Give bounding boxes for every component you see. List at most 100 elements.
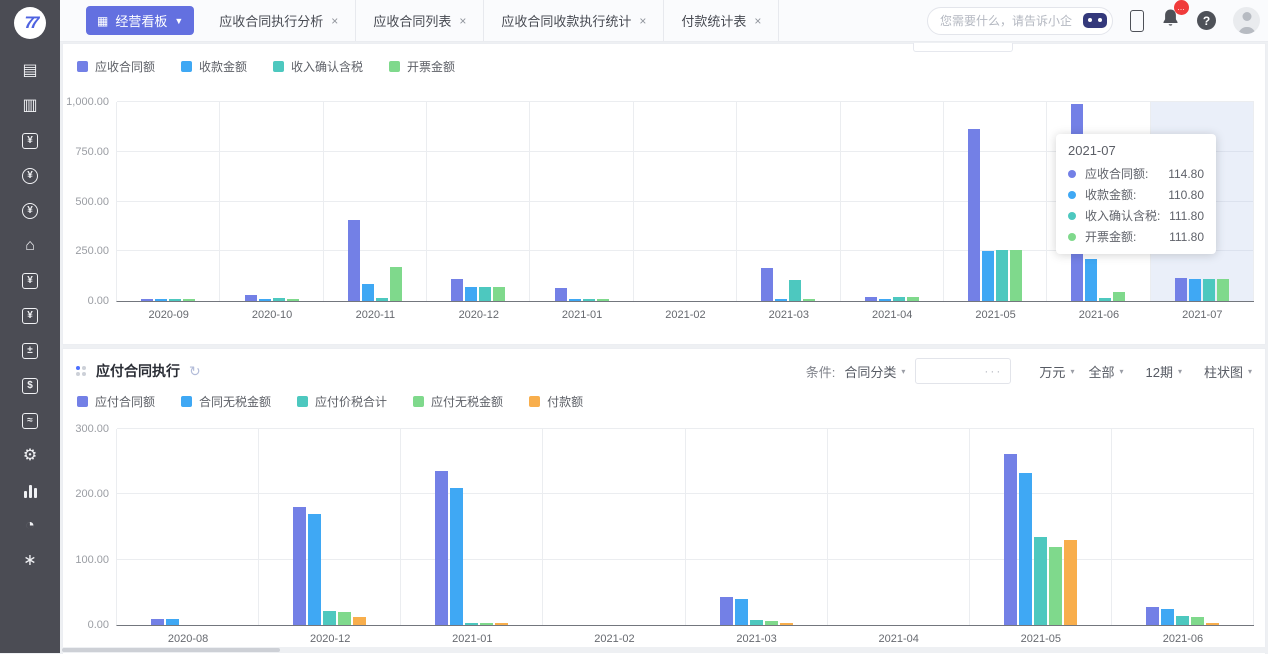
- close-tab-icon[interactable]: ×: [639, 15, 646, 27]
- bar[interactable]: [1004, 454, 1017, 625]
- category-2021-04[interactable]: [841, 102, 944, 301]
- bar[interactable]: [735, 599, 748, 625]
- bar[interactable]: [151, 619, 164, 625]
- chart-type-dropdown[interactable]: 柱状图 ▾: [1204, 362, 1252, 381]
- bar[interactable]: [1099, 298, 1111, 301]
- tab-2[interactable]: 应收合同收款执行统计×: [484, 0, 664, 41]
- bar[interactable]: [495, 623, 508, 625]
- bar[interactable]: [1010, 250, 1022, 301]
- bar[interactable]: [323, 611, 336, 625]
- assistant-robot-icon[interactable]: [1083, 13, 1107, 28]
- legend-item[interactable]: 收入确认含税: [273, 58, 363, 75]
- bar[interactable]: [1019, 473, 1032, 625]
- assistant-search-input[interactable]: 您需要什么，请告诉小企: [927, 7, 1113, 35]
- mobile-app-icon[interactable]: [1130, 10, 1144, 32]
- bar[interactable]: [996, 250, 1008, 301]
- bar[interactable]: [1049, 547, 1062, 625]
- bar[interactable]: [1217, 279, 1229, 301]
- payout-yen-icon[interactable]: ¥: [0, 193, 60, 228]
- invoice-yen-icon[interactable]: ¥: [0, 123, 60, 158]
- bar[interactable]: [450, 488, 463, 625]
- bar[interactable]: [166, 619, 179, 625]
- bar[interactable]: [287, 299, 299, 301]
- card-yen-icon[interactable]: ¥: [0, 298, 60, 333]
- bar[interactable]: [982, 251, 994, 301]
- bar[interactable]: [479, 287, 491, 301]
- bar[interactable]: [493, 287, 505, 301]
- close-tab-icon[interactable]: ×: [754, 15, 761, 27]
- bar[interactable]: [569, 299, 581, 301]
- periods-dropdown[interactable]: 12期 ▾: [1145, 362, 1181, 381]
- bar[interactable]: [1203, 279, 1215, 301]
- refresh-icon[interactable]: ↻: [189, 364, 201, 378]
- timer-icon[interactable]: ◔: [0, 508, 60, 543]
- bar[interactable]: [465, 623, 478, 625]
- bar[interactable]: [273, 298, 285, 301]
- close-tab-icon[interactable]: ×: [331, 15, 338, 27]
- bar[interactable]: [893, 297, 905, 301]
- category-2020-12[interactable]: [259, 429, 401, 625]
- calculator-icon[interactable]: ±: [0, 333, 60, 368]
- category-2021-02[interactable]: [543, 429, 685, 625]
- tab-0[interactable]: 应收合同执行分析×: [202, 0, 356, 41]
- bar[interactable]: [750, 620, 763, 625]
- bar[interactable]: [169, 299, 181, 301]
- unit-dropdown[interactable]: 万元 ▾: [1039, 362, 1074, 381]
- bar[interactable]: [765, 621, 778, 625]
- legend-item[interactable]: 合同无税金额: [181, 393, 271, 410]
- category-2021-01[interactable]: [401, 429, 543, 625]
- customer-doc-icon[interactable]: ▥: [0, 88, 60, 123]
- bar[interactable]: [555, 288, 567, 301]
- drag-handle-icon[interactable]: [76, 366, 86, 376]
- bar[interactable]: [1175, 278, 1187, 301]
- bar[interactable]: [1034, 537, 1047, 625]
- category-2021-02[interactable]: [634, 102, 737, 301]
- bar[interactable]: [259, 299, 271, 301]
- bar[interactable]: [465, 287, 477, 301]
- bar[interactable]: [1189, 279, 1201, 301]
- dashboard-menu-button[interactable]: ▦ 经营看板 ▼: [86, 6, 194, 35]
- bar[interactable]: [780, 623, 793, 625]
- category-2020-09[interactable]: [117, 102, 220, 301]
- bar[interactable]: [353, 617, 366, 625]
- bar-chart-icon[interactable]: [0, 473, 60, 508]
- home-finance-icon[interactable]: ⌂: [0, 228, 60, 263]
- tab-1[interactable]: 应收合同列表×: [356, 0, 484, 41]
- bar[interactable]: [293, 507, 306, 625]
- settings-gear-icon[interactable]: ⚙: [0, 438, 60, 473]
- bar[interactable]: [1176, 616, 1189, 625]
- bar[interactable]: [789, 280, 801, 301]
- category-2020-11[interactable]: [324, 102, 427, 301]
- bill-yen-icon[interactable]: ¥: [0, 263, 60, 298]
- scrollbar-thumb[interactable]: [62, 648, 280, 652]
- bar[interactable]: [362, 284, 374, 302]
- legend-item[interactable]: 应付价税合计: [297, 393, 387, 410]
- notifications-button[interactable]: …: [1161, 8, 1180, 33]
- bar[interactable]: [968, 129, 980, 301]
- category-2021-03[interactable]: [686, 429, 828, 625]
- category-2021-05[interactable]: [970, 429, 1112, 625]
- bar[interactable]: [761, 268, 773, 301]
- category-2020-10[interactable]: [220, 102, 323, 301]
- bar[interactable]: [907, 297, 919, 301]
- bar[interactable]: [390, 267, 402, 301]
- bar[interactable]: [155, 299, 167, 301]
- bar[interactable]: [1064, 540, 1077, 625]
- app-logo[interactable]: 77: [14, 7, 46, 39]
- report-doc-icon[interactable]: ≈: [0, 403, 60, 438]
- legend-item[interactable]: 应收合同额: [77, 58, 155, 75]
- category-2021-04[interactable]: [828, 429, 970, 625]
- snowflake-icon[interactable]: ∗: [0, 543, 60, 578]
- bar[interactable]: [348, 220, 360, 301]
- bar[interactable]: [1146, 607, 1159, 625]
- legend-item[interactable]: 开票金额: [389, 58, 455, 75]
- bar[interactable]: [879, 299, 891, 301]
- bar[interactable]: [1085, 259, 1097, 301]
- bar[interactable]: [1206, 623, 1219, 625]
- help-button[interactable]: ?: [1197, 11, 1216, 30]
- bar[interactable]: [435, 471, 448, 625]
- category-2021-06[interactable]: [1112, 429, 1254, 625]
- bar[interactable]: [376, 298, 388, 301]
- bar[interactable]: [1113, 292, 1125, 301]
